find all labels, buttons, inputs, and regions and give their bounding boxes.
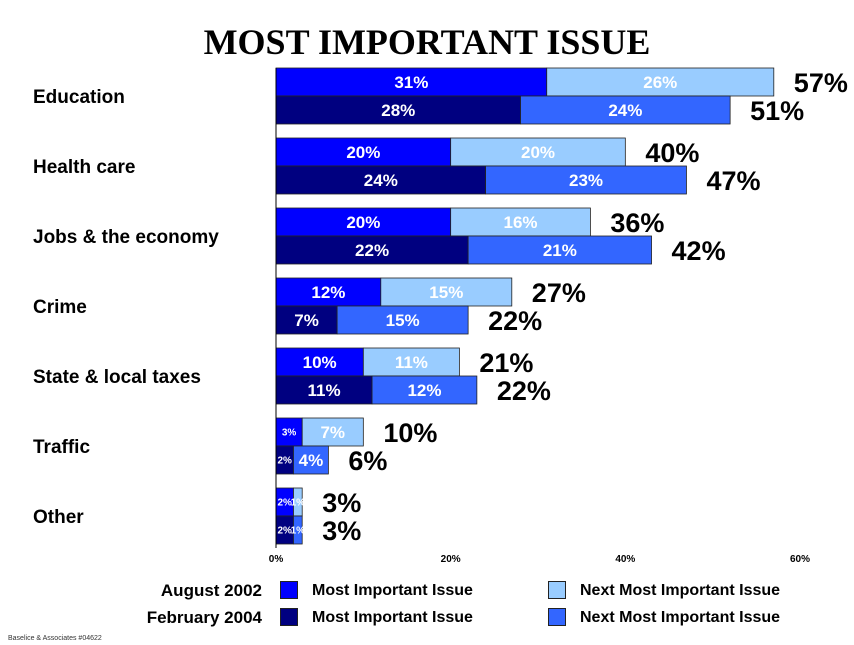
legend-label-aug-next: Next Most Important Issue <box>580 581 780 601</box>
category-label: State & local taxes <box>33 367 201 388</box>
bar-total-label: 40% <box>645 138 699 168</box>
bar-next-label: 7% <box>320 423 345 442</box>
bar-next-label: 11% <box>395 353 428 372</box>
bar-total-label: 3% <box>322 488 361 518</box>
category-label: Jobs & the economy <box>33 227 219 248</box>
bar-most-label: 2% <box>278 456 293 467</box>
x-tick-label: 40% <box>615 554 635 565</box>
bar-next-label: 23% <box>569 171 603 190</box>
legend-label-aug-most: Most Important Issue <box>312 581 473 601</box>
bar-most-label: 24% <box>364 171 398 190</box>
bar-total-label: 47% <box>706 166 760 196</box>
bar-total-label: 21% <box>479 348 533 378</box>
category-label: Other <box>33 507 84 528</box>
bar-total-label: 27% <box>532 278 586 308</box>
bar-next-label: 12% <box>407 381 441 400</box>
bar-next-label: 15% <box>386 311 420 330</box>
bar-most-label: 7% <box>294 311 319 330</box>
bar-total-label: 51% <box>750 96 804 126</box>
bar-next-label: 15% <box>429 283 463 302</box>
bar-total-label: 3% <box>322 516 361 546</box>
bar-total-label: 10% <box>383 418 437 448</box>
legend-swatch-aug-next <box>548 581 566 599</box>
bar-next-label: 1% <box>291 526 306 537</box>
x-tick-label: 60% <box>790 554 810 565</box>
footer-note: Baselice & Associates #04622 <box>8 635 102 642</box>
bar-most-label: 20% <box>346 143 380 162</box>
legend-swatch-aug-most <box>280 581 298 599</box>
bar-total-label: 36% <box>610 208 664 238</box>
legend-label-feb-most: Most Important Issue <box>312 608 473 628</box>
legend-period-feb: February 2004 <box>112 608 262 628</box>
x-tick-label: 0% <box>269 554 284 565</box>
bar-most-label: 20% <box>346 213 380 232</box>
bar-most-label: 11% <box>307 381 340 400</box>
bar-most-label: 28% <box>381 101 415 120</box>
category-label: Education <box>33 87 125 108</box>
bar-next-label: 1% <box>291 498 306 509</box>
bar-next-label: 20% <box>521 143 555 162</box>
bar-total-label: 22% <box>488 306 542 336</box>
legend-period-aug: August 2002 <box>112 581 262 601</box>
category-label: Crime <box>33 297 87 318</box>
bar-next-label: 26% <box>643 73 677 92</box>
bar-total-label: 6% <box>348 446 387 476</box>
category-label: Traffic <box>33 437 90 458</box>
legend-swatch-feb-most <box>280 608 298 626</box>
bar-most-label: 31% <box>394 73 428 92</box>
bar-total-label: 57% <box>794 68 848 98</box>
stacked-bar-chart: Education 31% 26% 57% 28% 24% 51% Health care 20… <box>0 0 854 600</box>
category-label: Health care <box>33 157 135 178</box>
bar-most-label: 3% <box>282 428 297 439</box>
bar-next-label: 21% <box>543 241 577 260</box>
bar-total-label: 22% <box>497 376 551 406</box>
legend-label-feb-next: Next Most Important Issue <box>580 608 780 628</box>
bar-next-label: 16% <box>504 213 538 232</box>
bar-total-label: 42% <box>672 236 726 266</box>
bar-next-label: 4% <box>299 451 324 470</box>
legend-swatch-feb-next <box>548 608 566 626</box>
bar-most-label: 10% <box>303 353 337 372</box>
bar-next-label: 24% <box>608 101 642 120</box>
bar-most-label: 22% <box>355 241 389 260</box>
x-tick-label: 20% <box>441 554 461 565</box>
bar-most-label: 12% <box>311 283 345 302</box>
